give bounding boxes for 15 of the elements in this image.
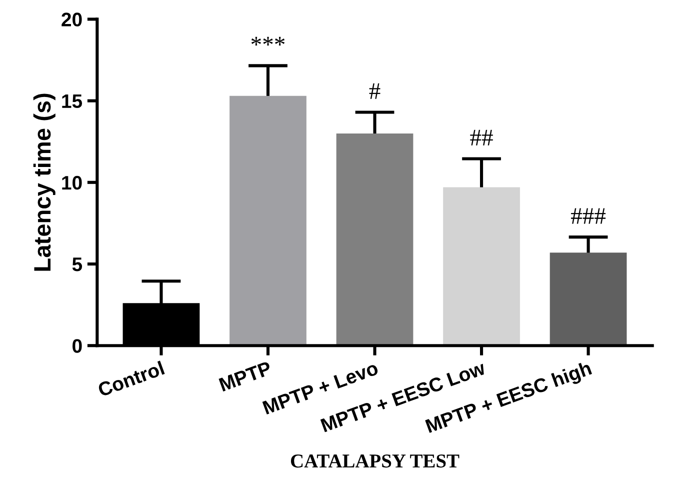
y-tick-label: 20 [62,12,82,26]
annotation: ### [571,208,606,224]
bar [550,252,627,346]
annotation: # [369,83,380,99]
bar [230,96,306,346]
annotation: *** [251,36,285,46]
x-axis-title: CATALAPSY TEST [290,454,460,468]
y-axis-title: Latency time (s) [33,94,56,271]
bar [336,133,414,346]
y-tick-label: 15 [62,94,82,108]
y-tick-label: 0 [72,339,82,353]
y-tick-label: 10 [62,176,82,190]
y-tick-label: 5 [72,258,82,272]
bar [443,187,520,346]
annotation: ## [470,130,493,146]
